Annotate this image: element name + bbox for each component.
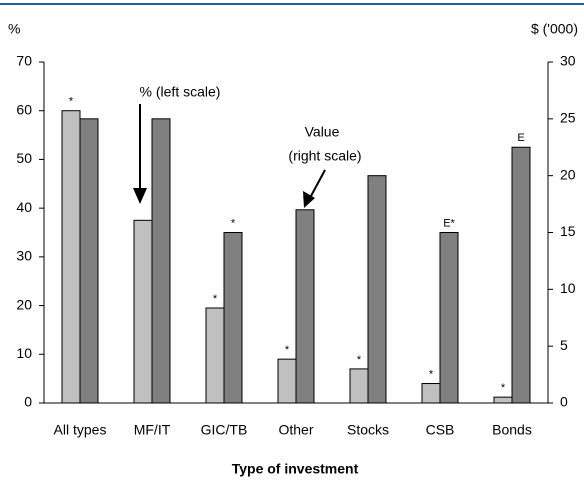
bar-flag: *	[303, 195, 308, 207]
bar	[349, 368, 369, 404]
x-tick-label: Bonds	[492, 422, 532, 438]
y-tick-label: 20	[16, 296, 32, 312]
right-axis-label: $ ('000)	[531, 21, 578, 37]
bar	[439, 232, 459, 404]
x-tick-label: GIC/TB	[201, 422, 248, 438]
bar	[367, 175, 387, 404]
y-tick-label: 10	[16, 345, 32, 361]
bar	[223, 232, 243, 404]
y2-tick-label: 10	[560, 280, 576, 296]
arrow-head	[303, 191, 315, 208]
bar	[511, 146, 531, 404]
arrow-head	[133, 188, 147, 204]
bar	[61, 110, 81, 404]
y2-tick-label: 25	[560, 110, 576, 126]
annotation: % (left scale)	[140, 84, 221, 100]
bar-flag: *	[285, 344, 290, 356]
y-tick-label: 0	[24, 394, 32, 410]
bar-flag: *	[213, 293, 218, 305]
y-tick-label: 30	[16, 248, 32, 264]
y-tick-label: 60	[16, 101, 32, 117]
bar-flag: E*	[443, 217, 455, 229]
x-tick-label: Other	[278, 422, 313, 438]
x-tick-label: Stocks	[347, 422, 389, 438]
y-tick-label: 50	[16, 150, 32, 166]
bar	[133, 219, 153, 404]
bar	[205, 307, 225, 404]
bar	[151, 118, 171, 404]
bar-flag: *	[69, 96, 74, 108]
y2-tick-label: 5	[560, 337, 568, 353]
y-tick-label: 70	[16, 53, 32, 69]
x-axis-label: Type of investment	[232, 461, 359, 477]
left-axis-label: %	[8, 21, 20, 37]
bar-flag: *	[429, 368, 434, 380]
y2-tick-label: 15	[560, 223, 576, 239]
x-tick-label: CSB	[426, 422, 455, 438]
y-tick-label: 40	[16, 199, 32, 215]
bar	[493, 396, 513, 404]
bar-flag: *	[501, 382, 506, 394]
bar	[79, 118, 99, 404]
annotation: Value	[305, 124, 340, 140]
y2-tick-label: 30	[560, 53, 576, 69]
annotation: (right scale)	[288, 148, 361, 164]
annotation-arrow	[310, 169, 326, 197]
bar	[421, 383, 441, 404]
x-tick-label: MF/IT	[134, 422, 171, 438]
bar-flag: E	[517, 132, 524, 144]
x-tick-label: All types	[54, 422, 107, 438]
bar-flag: *	[231, 217, 236, 229]
bar-flag: *	[357, 354, 362, 366]
bar	[277, 358, 297, 404]
y2-tick-label: 0	[560, 394, 568, 410]
y2-tick-label: 20	[560, 166, 576, 182]
bar	[295, 209, 315, 404]
